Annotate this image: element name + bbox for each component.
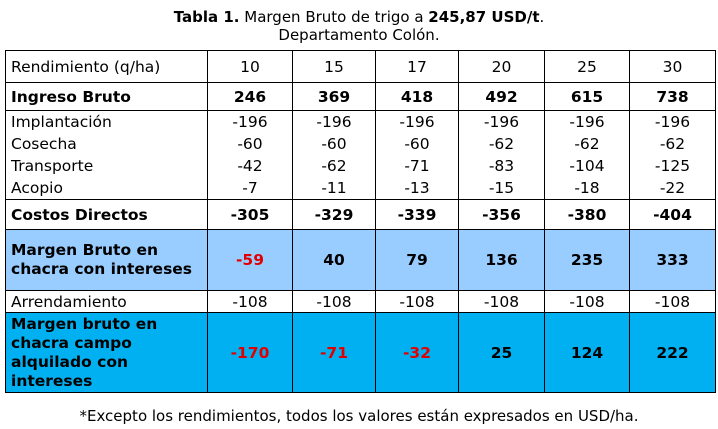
table-row: Implantación -196 -196 -196 -196 -196 -1…: [5, 110, 716, 133]
table-cell: 418: [375, 82, 459, 111]
table-cell: -32: [375, 312, 459, 393]
table-cell: 136: [458, 229, 545, 291]
table-cell: 246: [207, 82, 293, 111]
table-cell: -13: [375, 177, 459, 200]
row-label: Costos Directos: [5, 199, 208, 230]
table-cell: -18: [544, 177, 630, 200]
table-cell: -108: [458, 290, 545, 313]
table-cell: -83: [458, 155, 545, 177]
header-cell: 17: [375, 50, 459, 83]
table-cell: -7: [207, 177, 293, 200]
title-suffix: .: [539, 8, 545, 26]
header-cell: 20: [458, 50, 545, 83]
table-cell: -62: [544, 133, 630, 155]
row-label: Cosecha: [5, 133, 208, 155]
table-cell: 25: [458, 312, 545, 393]
row-label: Margen Bruto en chacra con intereses: [5, 229, 208, 291]
header-cell: 10: [207, 50, 293, 83]
table-cell: -11: [292, 177, 376, 200]
table-cell: 235: [544, 229, 630, 291]
table-cell: -170: [207, 312, 293, 393]
table-cell: -62: [292, 155, 376, 177]
title-text: Margen Bruto de trigo a: [239, 8, 429, 26]
table-cell: -59: [207, 229, 293, 291]
table-cell: -71: [292, 312, 376, 393]
table-number: Tabla 1.: [173, 8, 240, 26]
table-row: Cosecha -60 -60 -60 -62 -62 -62: [5, 133, 716, 155]
table-cell: 40: [292, 229, 376, 291]
table-cell: -125: [629, 155, 716, 177]
table-cell: -196: [544, 110, 630, 133]
table-row: Margen bruto en chacra campo alquilado c…: [5, 312, 716, 393]
row-label: Acopio: [5, 177, 208, 200]
table-cell: -196: [458, 110, 545, 133]
table-cell: -60: [375, 133, 459, 155]
table-cell: 333: [629, 229, 716, 291]
title-price: 245,87 USD/t: [428, 8, 540, 26]
table-row: Ingreso Bruto 246 369 418 492 615 738: [5, 82, 716, 111]
table-cell: -356: [458, 199, 545, 230]
table-cell: -62: [629, 133, 716, 155]
table-cell: -108: [292, 290, 376, 313]
table-cell: -108: [375, 290, 459, 313]
table-row: Transporte -42 -62 -71 -83 -104 -125: [5, 155, 716, 177]
table-cell: -108: [629, 290, 716, 313]
header-cell: 30: [629, 50, 716, 83]
table-cell: -71: [375, 155, 459, 177]
table-row: Costos Directos -305 -329 -339 -356 -380…: [5, 199, 716, 230]
table-cell: -108: [544, 290, 630, 313]
table-cell: 124: [544, 312, 630, 393]
table-cell: -15: [458, 177, 545, 200]
row-label: Arrendamiento: [5, 290, 208, 313]
table-cell: 738: [629, 82, 716, 111]
header-cell: 25: [544, 50, 630, 83]
table-cell: -60: [207, 133, 293, 155]
row-label: Implantación: [5, 110, 208, 133]
table-cell: -108: [207, 290, 293, 313]
table-cell: -380: [544, 199, 630, 230]
table-cell: -22: [629, 177, 716, 200]
table-cell: -196: [629, 110, 716, 133]
table-cell: -404: [629, 199, 716, 230]
header-label: Rendimiento (q/ha): [5, 50, 208, 83]
table-cell: -104: [544, 155, 630, 177]
row-label: Margen bruto en chacra campo alquilado c…: [5, 312, 208, 393]
table-cell: -42: [207, 155, 293, 177]
table-row: Acopio -7 -11 -13 -15 -18 -22: [5, 177, 716, 200]
table-subtitle: Departamento Colón.: [278, 26, 440, 44]
table-cell: -329: [292, 199, 376, 230]
row-label: Ingreso Bruto: [5, 82, 208, 111]
table-cell: 492: [458, 82, 545, 111]
table-cell: 79: [375, 229, 459, 291]
table-cell: -305: [207, 199, 293, 230]
row-label: Transporte: [5, 155, 208, 177]
table-cell: -196: [292, 110, 376, 133]
table-cell: 369: [292, 82, 376, 111]
footnote: *Excepto los rendimientos, todos los val…: [79, 407, 639, 425]
table-row: Margen Bruto en chacra con intereses -59…: [5, 229, 716, 291]
table-cell: -196: [207, 110, 293, 133]
table-cell: -62: [458, 133, 545, 155]
table-cell: -196: [375, 110, 459, 133]
table-cell: 222: [629, 312, 716, 393]
table-title: Tabla 1. Margen Bruto de trigo a 245,87 …: [0, 8, 718, 26]
table-cell: -60: [292, 133, 376, 155]
header-row: Rendimiento (q/ha) 10 15 17 20 25 30: [5, 50, 716, 83]
margin-table: Rendimiento (q/ha) 10 15 17 20 25 30 Ing…: [5, 50, 716, 393]
header-cell: 15: [292, 50, 376, 83]
table-cell: 615: [544, 82, 630, 111]
table-cell: -339: [375, 199, 459, 230]
table-row: Arrendamiento -108 -108 -108 -108 -108 -…: [5, 290, 716, 313]
